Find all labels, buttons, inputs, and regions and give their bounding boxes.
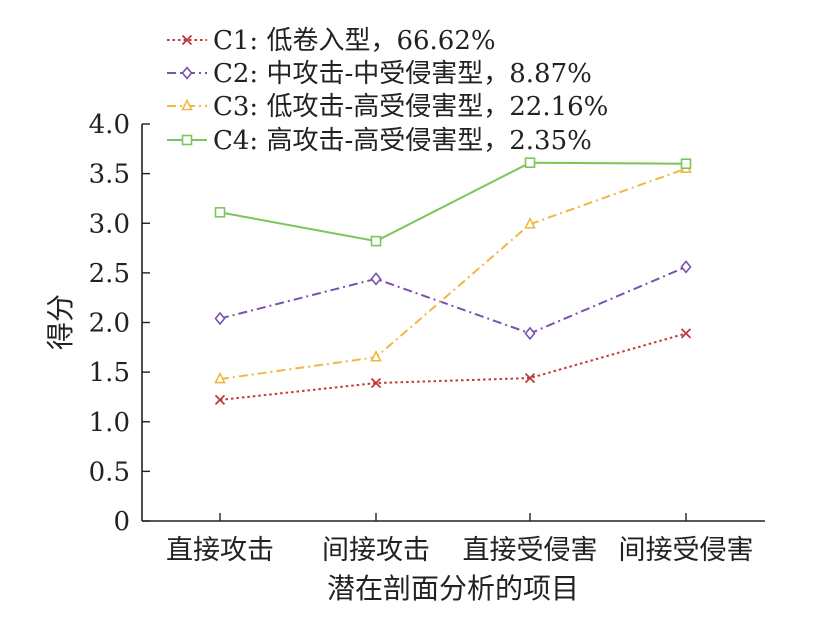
y-tick-label: 2.5 [89,259,130,289]
data-point [680,260,692,274]
y-axis-title: 得分 [44,294,77,350]
legend-item: C4: 高攻击-高受侵害型，2.35% [167,126,592,156]
data-point [370,272,382,286]
series-4 [214,157,692,247]
legend-label: C4: 高攻击-高受侵害型，2.35% [213,126,592,156]
y-tick-label: 4.0 [89,110,130,140]
data-point [524,157,536,169]
data-point [370,377,382,389]
y-tick-label: 2.0 [89,309,130,339]
series-3 [214,161,692,384]
series-2 [214,260,692,341]
x-tick-label: 直接攻击 [166,535,274,566]
x-tick-label: 间接攻击 [322,535,430,566]
y-tick-label: 0.5 [89,457,130,487]
legend-item: C3: 低攻击-高受侵害型，22.16% [167,92,608,122]
x-ticks: 直接攻击 间接攻击 直接受侵害 间接受侵害 [166,513,754,566]
series-lines [214,157,692,406]
data-point [181,34,193,46]
x-tick-label: 直接受侵害 [463,535,598,566]
y-tick-label: 0 [113,507,130,537]
legend-label: C1: 低卷入型，66.62% [213,26,496,56]
data-point [181,134,193,146]
data-point [214,207,226,218]
data-point [524,372,536,384]
y-tick-label: 1.0 [89,408,130,438]
data-point [181,66,193,80]
data-point [680,328,692,339]
legend-label: C3: 低攻击-高受侵害型，22.16% [213,92,608,122]
series-1 [214,328,692,406]
series-line [219,161,687,243]
y-tick-label: 1.5 [89,358,130,388]
data-point [214,394,226,406]
axes [141,124,765,522]
y-tick-label: 3.0 [89,209,130,239]
data-point [214,371,226,384]
data-point [524,216,536,229]
series-line [219,167,687,381]
x-axis-title: 潜在剖面分析的项目 [327,572,579,605]
data-point [214,311,226,326]
data-point [524,326,536,341]
legend-item: C2: 中攻击-中受侵害型，8.87% [167,59,592,89]
data-point [181,98,193,111]
x-tick-label: 间接受侵害 [619,535,754,566]
data-point [370,235,382,247]
data-point [370,349,382,362]
legend-item: C1: 低卷入型，66.62% [167,26,496,56]
legend-label: C2: 中攻击-中受侵害型，8.87% [213,59,592,89]
data-point [680,158,692,169]
y-ticks: 0 0.5 1.0 1.5 2.0 2.5 3.0 3.5 4.0 [89,110,150,537]
legend: C1: 低卷入型，66.62%C2: 中攻击-中受侵害型，8.87%C3: 低攻… [167,26,608,156]
series-line [219,332,687,401]
series-line [219,266,687,335]
y-tick-label: 3.5 [89,160,130,190]
